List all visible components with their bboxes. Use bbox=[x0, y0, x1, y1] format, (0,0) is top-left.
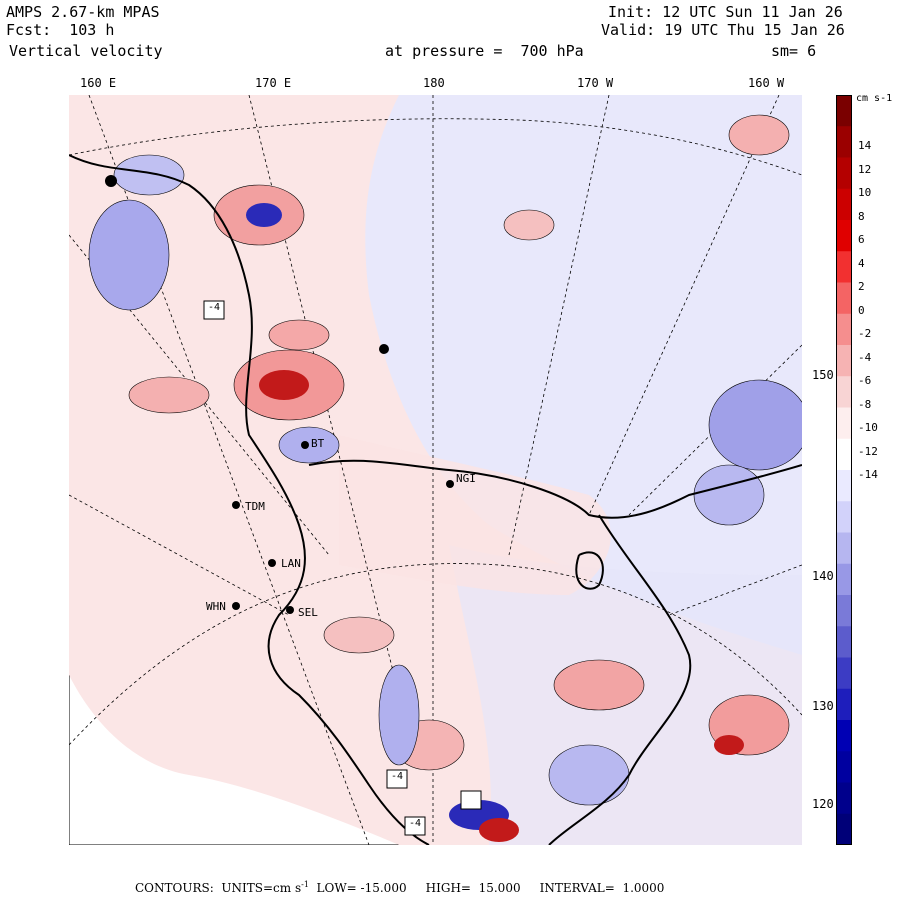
station-dot-sel bbox=[286, 606, 294, 614]
positive-region-light bbox=[365, 95, 802, 655]
station-dot-bt bbox=[301, 441, 309, 449]
colorbar-label: 14 bbox=[858, 139, 872, 152]
colorbar-units: cm s-1 bbox=[856, 93, 893, 104]
colorbar-swatch bbox=[836, 782, 852, 815]
colorbar-label: 6 bbox=[858, 233, 865, 246]
vertical-velocity-map[interactable] bbox=[69, 95, 802, 845]
colorbar-label: -8 bbox=[858, 397, 872, 411]
colorbar-swatch bbox=[836, 563, 852, 596]
station-label-tdm: TDM bbox=[245, 500, 265, 513]
colorbar-swatch bbox=[836, 376, 852, 408]
forecast-hour: Fcst: 103 h bbox=[6, 21, 115, 39]
colorbar-swatch bbox=[836, 95, 852, 127]
colorbar-label: 8 bbox=[858, 209, 865, 223]
colorbar-label: -12 bbox=[858, 444, 878, 458]
colorbar-label: 12 bbox=[858, 162, 872, 176]
smoothing: sm= 6 bbox=[771, 42, 817, 60]
lon-label-160e: 160 E bbox=[80, 76, 117, 90]
min-label-3: -4 bbox=[409, 818, 422, 829]
station-label-lan: LAN bbox=[281, 557, 301, 570]
colorbar bbox=[836, 95, 852, 845]
colorbar-swatch bbox=[836, 313, 852, 346]
colorbar-swatch bbox=[836, 157, 852, 190]
colorbar-swatch bbox=[836, 126, 852, 158]
lon-label-170e: 170 E bbox=[255, 76, 292, 90]
valid-time: Valid: 19 UTC Thu 15 Jan 26 bbox=[601, 21, 845, 39]
station-label-bt: BT bbox=[311, 437, 325, 450]
field-name: Vertical velocity bbox=[9, 42, 163, 60]
colorbar-label: 2 bbox=[858, 280, 865, 293]
colorbar-swatch bbox=[836, 438, 852, 471]
colorbar-label: 0 bbox=[858, 303, 865, 317]
colorbar-swatch bbox=[836, 407, 852, 440]
colorbar-swatch bbox=[836, 188, 852, 221]
station-markers bbox=[105, 175, 454, 614]
ice-shelf-region bbox=[339, 435, 611, 595]
colorbar-border bbox=[836, 95, 852, 845]
station-dot-extra bbox=[379, 344, 389, 354]
min-label-2: -4 bbox=[391, 771, 404, 782]
minimum-markers bbox=[203, 300, 482, 836]
station-dot-lan bbox=[268, 559, 276, 567]
colorbar-swatch bbox=[836, 220, 852, 252]
model-title: AMPS 2.67-km MPAS bbox=[6, 3, 160, 21]
station-label-ngi: NGI bbox=[456, 472, 476, 485]
colorbar-label: 10 bbox=[858, 186, 872, 199]
colorbar-swatch bbox=[836, 813, 852, 845]
colorbar-swatch bbox=[836, 595, 852, 627]
station-dot-whn bbox=[232, 602, 240, 610]
colorbar-label: -6 bbox=[858, 374, 872, 387]
colorbar-swatch bbox=[836, 470, 852, 502]
lon-label-180: 180 bbox=[423, 76, 445, 90]
coastline bbox=[69, 154, 802, 845]
colorbar-swatch bbox=[836, 657, 852, 690]
colorbar-swatch bbox=[836, 251, 852, 283]
colorbar-label: -10 bbox=[858, 421, 878, 434]
colorbar-label: 4 bbox=[858, 256, 865, 270]
colorbar-swatch bbox=[836, 751, 852, 783]
colorbar-swatch bbox=[836, 345, 852, 377]
colorbar-swatch bbox=[836, 501, 852, 533]
station-label-sel: SEL bbox=[298, 606, 318, 619]
colorbar-swatch bbox=[836, 626, 852, 658]
footer-contours: CONTOURS: UNITS=cm s-1 LOW= -15.000 HIGH… bbox=[135, 880, 665, 895]
latitude-circles bbox=[69, 118, 802, 746]
colorbar-swatch bbox=[836, 720, 852, 752]
pressure-level: at pressure = 700 hPa bbox=[385, 42, 584, 60]
station-label-whn: WHN bbox=[206, 600, 226, 613]
colorbar-swatch bbox=[836, 282, 852, 315]
colorbar-swatch bbox=[836, 532, 852, 565]
colorbar-label: -4 bbox=[858, 350, 872, 364]
lon-label-160w: 160 W bbox=[748, 76, 785, 90]
lon-label-170w: 170 W bbox=[577, 76, 614, 90]
contour-features bbox=[88, 114, 802, 842]
min-label-1: -4 bbox=[208, 302, 221, 313]
colorbar-label: -14 bbox=[858, 468, 878, 481]
station-dot-tdm bbox=[232, 501, 240, 509]
station-dot-extra2 bbox=[105, 175, 117, 187]
colorbar-label: -2 bbox=[858, 327, 872, 340]
colorbar-swatch bbox=[836, 688, 852, 721]
station-dot-ngi bbox=[446, 480, 454, 488]
init-time: Init: 12 UTC Sun 11 Jan 26 bbox=[608, 3, 843, 21]
